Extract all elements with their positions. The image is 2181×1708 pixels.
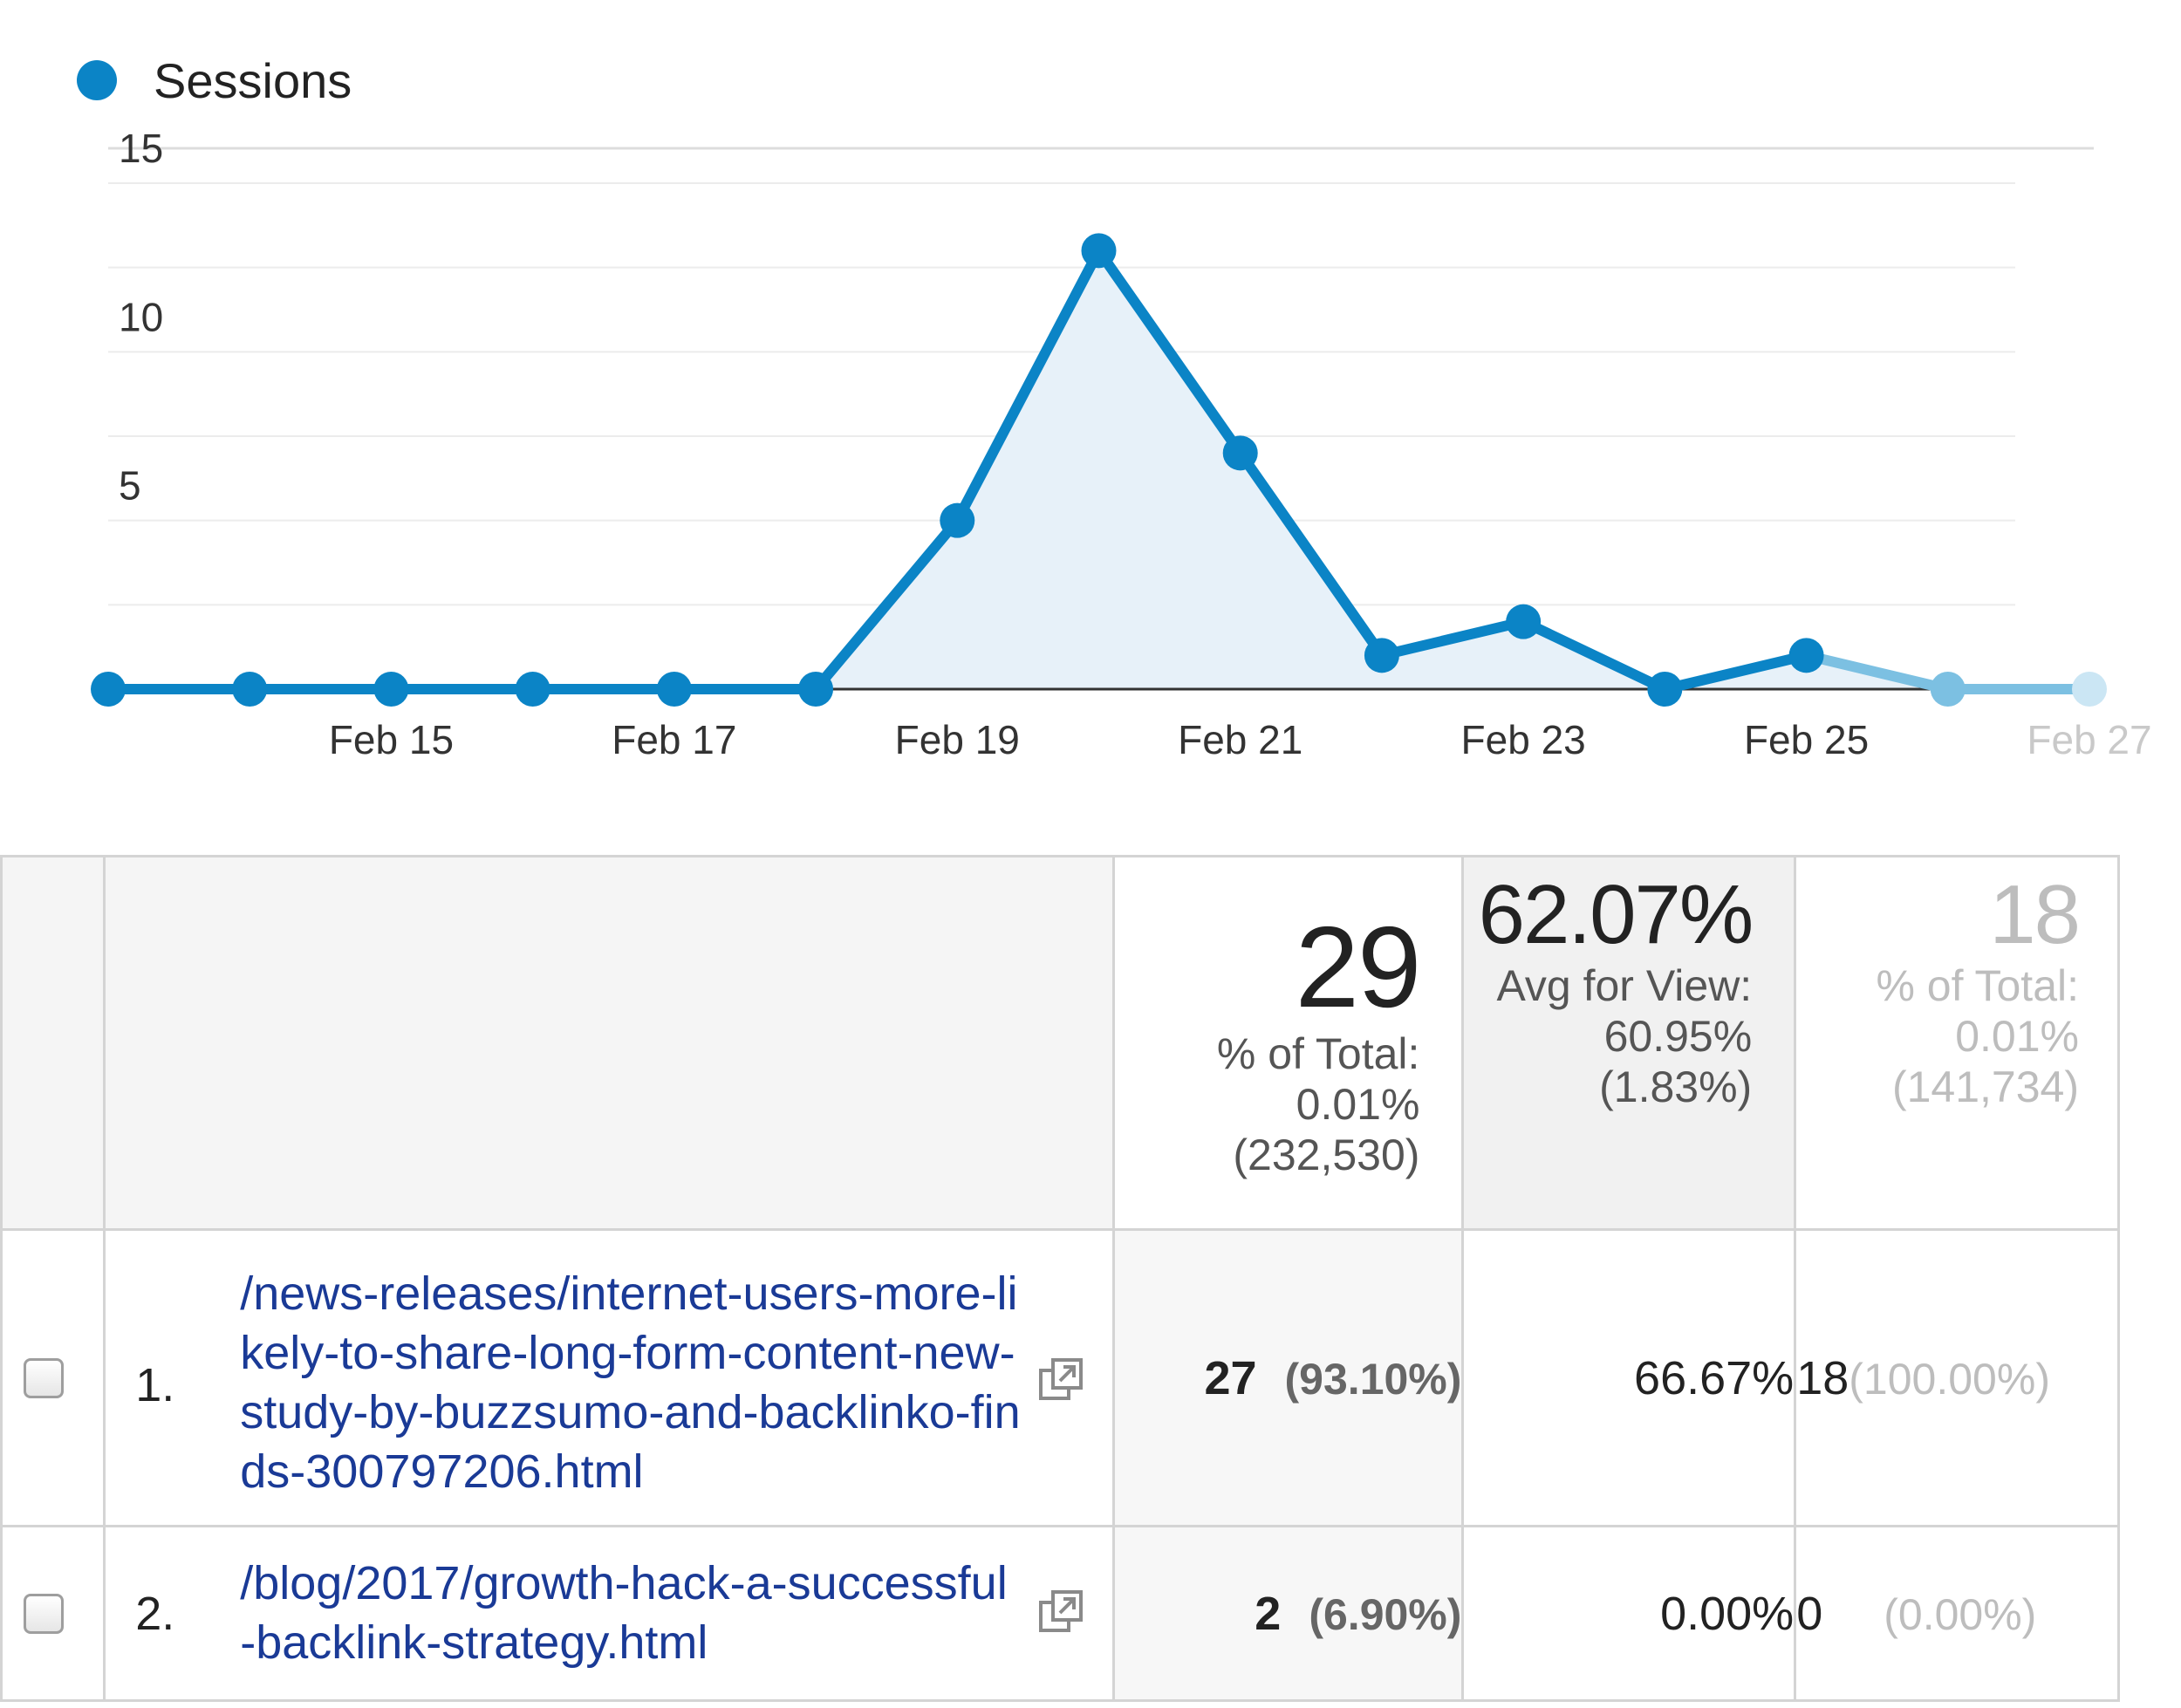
- rate-cell: 66.67%: [1461, 1228, 1797, 1527]
- series-line-segment: [1518, 616, 1671, 694]
- row-index: 2.: [135, 1588, 175, 1640]
- data-point: [940, 502, 975, 538]
- sessions-chart: Sessions 15 10 5 Feb 15 Feb 17 Feb 19 Feb 21 Fe…: [0, 0, 2181, 837]
- sessions-value: 2: [1255, 1587, 1282, 1640]
- area-fill: [108, 250, 2089, 689]
- page-link[interactable]: /blog/2017/growth-hack-a-successful-back…: [240, 1557, 1008, 1669]
- sessions-percent: (6.90%): [1309, 1589, 1462, 1639]
- summary-sessions-line1: % of Total:: [1216, 1028, 1420, 1078]
- series-line-segment: [1659, 650, 1812, 694]
- summary-row: 29 % of Total: 0.01% (232,530) 62.07% Av…: [0, 855, 2120, 1231]
- sessions-value: 27: [1204, 1351, 1257, 1404]
- row-checkbox[interactable]: [24, 1357, 64, 1398]
- data-point: [1788, 638, 1824, 673]
- data-point: [2072, 672, 2107, 707]
- series-line-segment: [952, 245, 1104, 526]
- x-tick-label: Feb 15: [329, 717, 454, 762]
- last-metric-percent: (100.00%): [1849, 1354, 2050, 1404]
- summary-rate-value: 62.07%: [1478, 867, 1754, 961]
- rate-value: 0.00%: [1660, 1587, 1795, 1640]
- x-tick-label: Feb 25: [1744, 717, 1869, 762]
- open-in-new-window-icon[interactable]: [1037, 1356, 1086, 1405]
- rate-value: 66.67%: [1634, 1351, 1795, 1404]
- summary-rate-line2: 60.95%: [1603, 1011, 1753, 1061]
- data-point: [1930, 672, 1966, 707]
- summary-last-line2: 0.01%: [1955, 1011, 2079, 1061]
- sessions-percent: (93.10%): [1284, 1354, 1462, 1404]
- summary-last-line3: (141,734): [1891, 1062, 2079, 1111]
- summary-rate-line1: Avg for View:: [1496, 960, 1753, 1010]
- page-cell: 1. /news-releases/internet-users-more-li…: [103, 1228, 1115, 1527]
- data-point: [373, 672, 409, 707]
- data-point: [1081, 233, 1117, 269]
- data-point: [1647, 672, 1683, 707]
- row-check-cell: [0, 1525, 106, 1702]
- y-tick-label: 10: [119, 294, 163, 339]
- data-point: [515, 672, 550, 707]
- page-link[interactable]: /news-releases/internet-users-more-likel…: [240, 1267, 1021, 1498]
- summary-check-cell: [0, 855, 106, 1231]
- series-line-segment: [1234, 447, 1387, 661]
- table-row: 1. /news-releases/internet-users-more-li…: [0, 1228, 2120, 1527]
- x-tick-label: Feb 21: [1178, 717, 1302, 762]
- row-index: 1.: [135, 1359, 175, 1411]
- summary-last-line1: % of Total:: [1876, 960, 2079, 1010]
- data-point: [1364, 638, 1399, 673]
- summary-rate-cell: 62.07% Avg for View: 60.95% (1.83%): [1461, 855, 1797, 1231]
- summary-sessions-line2: 0.01%: [1296, 1079, 1420, 1129]
- last-metric-value: 0: [1796, 1587, 1823, 1640]
- summary-last-cell: 18 % of Total: 0.01% (141,734): [1794, 855, 2120, 1231]
- row-check-cell: [0, 1228, 106, 1527]
- data-point: [91, 672, 126, 707]
- series-line-segment: [1801, 650, 1953, 694]
- data-point: [232, 672, 268, 707]
- y-tick-label: 15: [119, 126, 163, 171]
- row-checkbox[interactable]: [24, 1593, 64, 1634]
- summary-rate-line3: (1.83%): [1599, 1062, 1753, 1111]
- summary-sessions-value: 29: [1295, 902, 1422, 1031]
- series-line-segment: [810, 515, 963, 694]
- report-table: 29 % of Total: 0.01% (232,530) 62.07% Av…: [0, 855, 2120, 1702]
- page-cell: 2. /blog/2017/growth-hack-a-successful-b…: [103, 1525, 1115, 1702]
- last-metric-percent: (0.00%): [1884, 1589, 2037, 1639]
- legend-dot-icon: [77, 60, 117, 100]
- summary-last-value: 18: [1989, 867, 2081, 961]
- last-metric-value: 18: [1796, 1351, 1849, 1404]
- data-point: [656, 672, 692, 707]
- chart-legend[interactable]: Sessions: [77, 52, 352, 108]
- y-tick-label: 5: [119, 463, 141, 509]
- open-in-new-window-icon[interactable]: [1037, 1588, 1086, 1637]
- x-tick-label: Feb 17: [612, 717, 736, 762]
- x-tick-label: Feb 23: [1461, 717, 1586, 762]
- sessions-line-chart: 15 10 5 Feb 15 Feb 17 Feb 19 Feb 21 Feb 23 Feb 2…: [91, 126, 2152, 762]
- data-point: [798, 672, 834, 707]
- summary-sessions-cell: 29 % of Total: 0.01% (232,530): [1111, 855, 1465, 1231]
- x-tick-label: Feb 27: [2027, 717, 2151, 762]
- data-point: [1222, 435, 1258, 471]
- last-metric-cell: 18(100.00%): [1794, 1228, 2120, 1527]
- table-row: 2. /blog/2017/growth-hack-a-successful-b…: [0, 1525, 2120, 1702]
- last-metric-cell: 0 (0.00%): [1794, 1525, 2120, 1702]
- summary-label-cell: [103, 855, 1115, 1231]
- series-line-segment: [1093, 245, 1246, 459]
- data-point: [1506, 604, 1542, 639]
- rate-cell: 0.00%: [1461, 1525, 1797, 1702]
- series-line-segment: [1376, 616, 1529, 661]
- legend-label: Sessions: [154, 52, 352, 108]
- summary-sessions-line3: (232,530): [1233, 1130, 1420, 1179]
- sessions-cell: 27 (93.10%): [1111, 1228, 1465, 1527]
- x-tick-label: Feb 19: [895, 717, 1020, 762]
- sessions-cell: 2 (6.90%): [1111, 1525, 1465, 1702]
